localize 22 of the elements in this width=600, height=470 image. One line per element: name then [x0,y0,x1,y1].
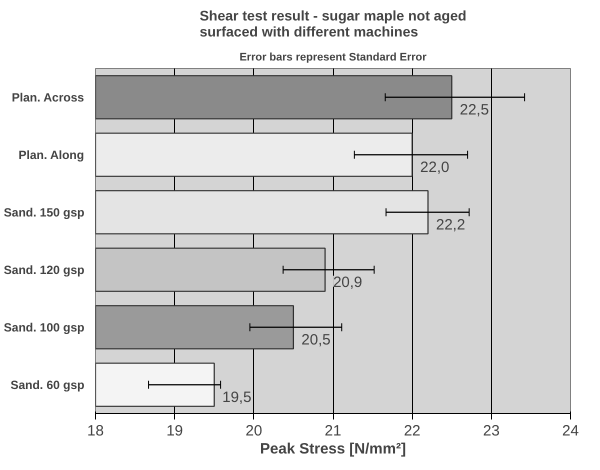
y-tick-label: Sand. 120 gsp [4,262,85,277]
chart-title: Shear test result - sugar maple not aged surfaced with different machines [200,8,466,40]
y-tick-label: Sand. 100 gsp [4,320,85,334]
x-tick-label: 21 [324,422,342,440]
data-label: 22,2 [436,216,466,234]
y-tick-label: Sand. 150 gsp [4,205,85,220]
y-tick-label: Sand. 60 gsp [10,378,85,392]
x-axis-title: Peak Stress [N/mm²] [260,440,406,458]
chart-subtitle: Error bars represent Standard Error [239,52,428,64]
data-label: 19,5 [222,388,252,406]
x-tick-label: 19 [166,422,184,440]
data-label: 22,0 [420,158,450,176]
y-tick-label: Plan. Along [18,148,84,162]
data-label: 20,9 [333,274,362,291]
x-tick-label: 20 [245,422,262,440]
x-tick-label: 22 [404,422,421,440]
x-tick-label: 24 [562,422,579,440]
x-tick-label: 18 [87,422,104,440]
y-tick-label: Plan. Across [12,90,84,104]
x-tick-label: 23 [482,422,500,440]
data-label: 22,5 [460,101,489,118]
data-label: 20,5 [301,331,331,348]
